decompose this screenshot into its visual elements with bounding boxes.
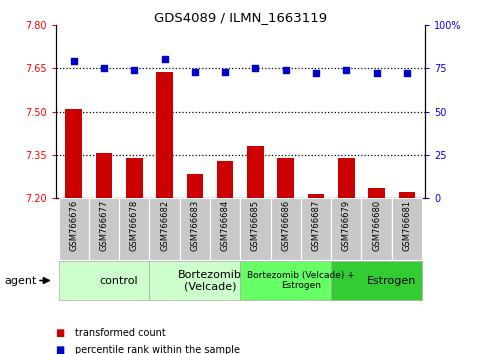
Text: Estrogen: Estrogen (367, 275, 416, 286)
Point (403, 70, 411, 76)
Text: transformed count: transformed count (75, 328, 166, 338)
Text: GSM766682: GSM766682 (160, 200, 169, 251)
Bar (270, 198, 301, 260)
Text: Bortezomib
(Velcade): Bortezomib (Velcade) (178, 270, 242, 291)
Bar (247, 146, 264, 198)
Point (282, 67, 290, 73)
Bar (241, 198, 270, 260)
Text: GSM766685: GSM766685 (251, 200, 260, 251)
Bar (277, 158, 294, 198)
Point (100, 65, 108, 71)
Title: GDS4089 / ILMN_1663119: GDS4089 / ILMN_1663119 (154, 11, 327, 24)
Text: control: control (100, 275, 139, 286)
Point (161, 57, 169, 62)
Text: percentile rank within the sample: percentile rank within the sample (75, 346, 240, 354)
Text: GSM766677: GSM766677 (99, 200, 109, 251)
Bar (210, 198, 241, 260)
Bar (241, 261, 331, 300)
Point (312, 70, 320, 76)
Bar (58, 198, 89, 260)
Bar (361, 198, 392, 260)
Bar (149, 261, 241, 300)
Bar (65, 109, 82, 198)
Text: GSM766686: GSM766686 (281, 200, 290, 251)
Bar (368, 188, 385, 198)
Point (342, 67, 350, 73)
Bar (58, 261, 149, 300)
Text: GSM766678: GSM766678 (130, 200, 139, 251)
Text: GSM766683: GSM766683 (190, 200, 199, 251)
Point (191, 69, 199, 74)
Bar (96, 153, 113, 198)
Bar (331, 198, 361, 260)
Bar (156, 72, 173, 198)
Point (373, 70, 381, 76)
Bar (126, 158, 142, 198)
Text: GSM766681: GSM766681 (402, 200, 412, 251)
Text: GSM766687: GSM766687 (312, 200, 321, 251)
Text: GSM766679: GSM766679 (342, 200, 351, 251)
Bar (119, 198, 149, 260)
Bar (398, 193, 415, 198)
Bar (149, 198, 180, 260)
Point (252, 65, 259, 71)
Bar (180, 198, 210, 260)
Text: Bortezomib (Velcade) +
Estrogen: Bortezomib (Velcade) + Estrogen (247, 271, 355, 290)
Text: GSM766680: GSM766680 (372, 200, 381, 251)
Bar (392, 198, 422, 260)
Bar (217, 161, 233, 198)
Bar (89, 198, 119, 260)
Text: ■: ■ (56, 346, 65, 354)
Text: ■: ■ (56, 328, 65, 338)
Text: GSM766676: GSM766676 (69, 200, 78, 251)
Bar (308, 194, 325, 198)
Text: agent: agent (5, 275, 37, 286)
Bar (338, 158, 355, 198)
Bar (186, 174, 203, 198)
Bar (301, 198, 331, 260)
Bar (331, 261, 422, 300)
Point (221, 69, 229, 74)
Point (130, 67, 138, 73)
Point (70, 58, 78, 64)
Text: GSM766684: GSM766684 (221, 200, 229, 251)
